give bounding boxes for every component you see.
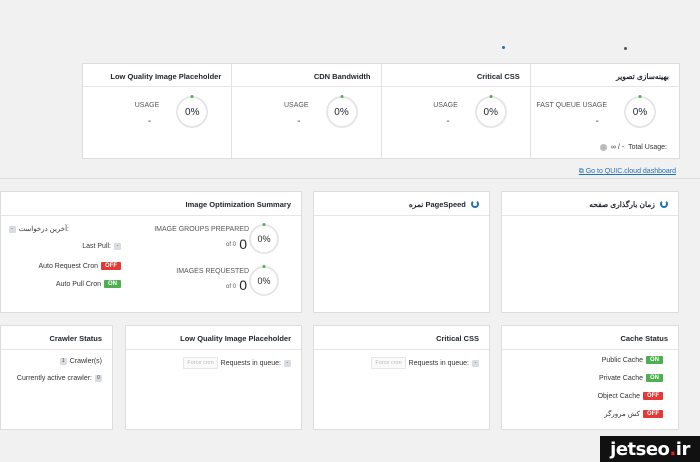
page-load-panel: زمان بارگذاری صفحه bbox=[501, 191, 679, 313]
active-crawler-label: Currently active crawler: bbox=[16, 375, 92, 382]
last-pull-label: Last Pull: bbox=[82, 243, 111, 250]
usage-card-title: CDN Bandwidth bbox=[232, 64, 381, 87]
usage-value: - bbox=[147, 116, 152, 127]
watermark-dot: . bbox=[669, 438, 676, 460]
total-usage-label: Total Usage: bbox=[628, 144, 667, 151]
watermark-brand: jetseo bbox=[610, 438, 670, 460]
images-requested-label: IMAGES REQUESTED bbox=[176, 268, 249, 275]
auto-request-cron-row: Auto Request Cron OFF bbox=[38, 262, 121, 270]
cache-row: کش مرورگر OFF bbox=[604, 410, 663, 418]
auto-request-cron-toggle[interactable]: OFF bbox=[101, 262, 121, 270]
lqip-panel: Low Quality Image Placeholder Force cron… bbox=[125, 325, 302, 430]
crawler-status-panel: Crawler Status 1 Crawler(s) Currently ac… bbox=[0, 325, 113, 430]
force-cron-button[interactable]: Force cron bbox=[371, 357, 406, 369]
info-icon[interactable] bbox=[599, 144, 607, 151]
divider bbox=[0, 178, 700, 179]
usage-card-title: Critical CSS bbox=[381, 64, 530, 87]
active-crawler-value: 0 bbox=[95, 375, 102, 382]
cache-label: کش مرورگر bbox=[604, 411, 640, 418]
auto-pull-cron-label: Auto Pull Cron bbox=[55, 280, 101, 288]
panel-title: Critical CSS bbox=[314, 326, 489, 350]
usage-card-lqip: Low Quality Image Placeholder USAGE - 0% bbox=[83, 64, 232, 158]
cache-status-panel: Cache Status Public Cache ON Private Cac… bbox=[501, 325, 679, 430]
force-cron-button[interactable]: Force cron bbox=[183, 357, 218, 369]
crawlers-row: 1 Crawler(s) bbox=[59, 358, 102, 365]
cache-row: Object Cache OFF bbox=[598, 392, 663, 400]
pagespeed-title: نمره PageSpeed bbox=[408, 200, 466, 209]
refresh-icon[interactable] bbox=[471, 200, 479, 208]
images-requested-gauge: 0% bbox=[249, 266, 279, 296]
images-requested-of: of 0 bbox=[225, 284, 236, 290]
cache-toggle[interactable]: OFF bbox=[643, 392, 663, 400]
usage-gauge: 0% bbox=[624, 96, 656, 128]
pagespeed-panel: نمره PageSpeed bbox=[313, 191, 490, 313]
cache-row: Private Cache ON bbox=[599, 374, 663, 382]
usage-value: - bbox=[297, 116, 301, 127]
lqip-queue-row: Force cron Requests in queue: - bbox=[183, 357, 291, 369]
queue-label: Requests in queue: bbox=[408, 359, 469, 367]
usage-summary-row: Low Quality Image Placeholder USAGE - 0%… bbox=[82, 63, 680, 159]
total-usage-value: ∞ / - bbox=[610, 144, 625, 151]
external-link-icon: ⧉ bbox=[578, 168, 586, 175]
active-crawler-row: Currently active crawler: 0 bbox=[17, 375, 102, 382]
last-request-label: آخرین درخواست: bbox=[18, 226, 69, 233]
last-pull-value: - bbox=[114, 243, 121, 250]
auto-request-cron-label: Auto Request Cron bbox=[38, 262, 98, 270]
usage-card-cdn: CDN Bandwidth USAGE - 0% bbox=[231, 64, 381, 158]
cache-toggle[interactable]: OFF bbox=[643, 410, 663, 418]
usage-card-image-opt: بهینه‌سازی تصویر FAST QUEUE USAGE - 0% ∞… bbox=[529, 64, 679, 158]
cache-toggle[interactable]: ON bbox=[646, 356, 663, 364]
panel-title: Image Optimization Summary bbox=[1, 192, 301, 216]
usage-gauge: 0% bbox=[176, 96, 209, 128]
usage-label: USAGE bbox=[283, 102, 309, 109]
usage-value: - bbox=[446, 116, 450, 127]
jetseo-watermark: jetseo. ir bbox=[600, 436, 700, 462]
crawlers-label: Crawler(s) bbox=[69, 358, 102, 365]
usage-label: USAGE bbox=[134, 102, 160, 109]
cache-toggle[interactable]: ON bbox=[646, 374, 663, 382]
total-usage: ∞ / - Total Usage: bbox=[599, 144, 667, 151]
cache-label: Object Cache bbox=[597, 392, 640, 400]
image-groups-value: 0 bbox=[239, 236, 247, 252]
usage-card-title: Low Quality Image Placeholder bbox=[83, 64, 232, 87]
queue-value: - bbox=[472, 359, 479, 367]
cache-label: Public Cache bbox=[601, 356, 643, 364]
usage-label: USAGE bbox=[433, 102, 458, 109]
usage-card-title: بهینه‌سازی تصویر bbox=[530, 64, 679, 87]
image-groups-label: IMAGE GROUPS PREPARED bbox=[154, 226, 249, 233]
watermark-tld: ir bbox=[675, 438, 691, 460]
image-groups-gauge: 0% bbox=[249, 224, 279, 254]
last-request-row: - آخرین درخواست: bbox=[8, 225, 69, 233]
header-remnant bbox=[500, 44, 630, 50]
image-optimization-panel: Image Optimization Summary IMAGE GROUPS … bbox=[0, 191, 302, 313]
image-groups-of: of 0 bbox=[225, 242, 236, 248]
cache-row: Public Cache ON bbox=[602, 356, 663, 364]
last-pull-row: Last Pull: - bbox=[82, 243, 121, 250]
queue-label: Requests in queue: bbox=[220, 359, 281, 367]
critical-css-panel: Critical CSS Force cron Requests in queu… bbox=[313, 325, 490, 430]
last-request-value: - bbox=[8, 225, 16, 233]
auto-pull-cron-toggle[interactable]: ON bbox=[104, 280, 121, 288]
usage-label: FAST QUEUE USAGE bbox=[536, 102, 607, 109]
quic-cloud-dashboard-link[interactable]: ⧉ Go to QUIC.cloud dashboard bbox=[579, 168, 676, 176]
usage-gauge: 0% bbox=[474, 96, 507, 128]
dashboard-link-text: Go to QUIC.cloud dashboard bbox=[585, 168, 676, 175]
images-requested-value: 0 bbox=[239, 277, 247, 293]
page-load-title: زمان بارگذاری صفحه bbox=[589, 200, 655, 209]
panel-title: Cache Status bbox=[502, 326, 678, 350]
usage-card-ccss: Critical CSS USAGE - 0% bbox=[380, 64, 530, 158]
panel-title: Low Quality Image Placeholder bbox=[126, 326, 301, 350]
panel-title: Crawler Status bbox=[1, 326, 112, 350]
refresh-icon[interactable] bbox=[660, 200, 668, 208]
ccss-queue-row: Force cron Requests in queue: - bbox=[371, 357, 479, 369]
usage-gauge: 0% bbox=[325, 96, 358, 128]
queue-value: - bbox=[284, 359, 291, 367]
cache-label: Private Cache bbox=[599, 374, 643, 382]
panel-title: زمان بارگذاری صفحه bbox=[502, 192, 678, 216]
auto-pull-cron-row: Auto Pull Cron ON bbox=[56, 280, 121, 288]
usage-value: - bbox=[595, 116, 599, 127]
crawlers-count: 1 bbox=[59, 358, 67, 365]
panel-title: نمره PageSpeed bbox=[314, 192, 489, 216]
